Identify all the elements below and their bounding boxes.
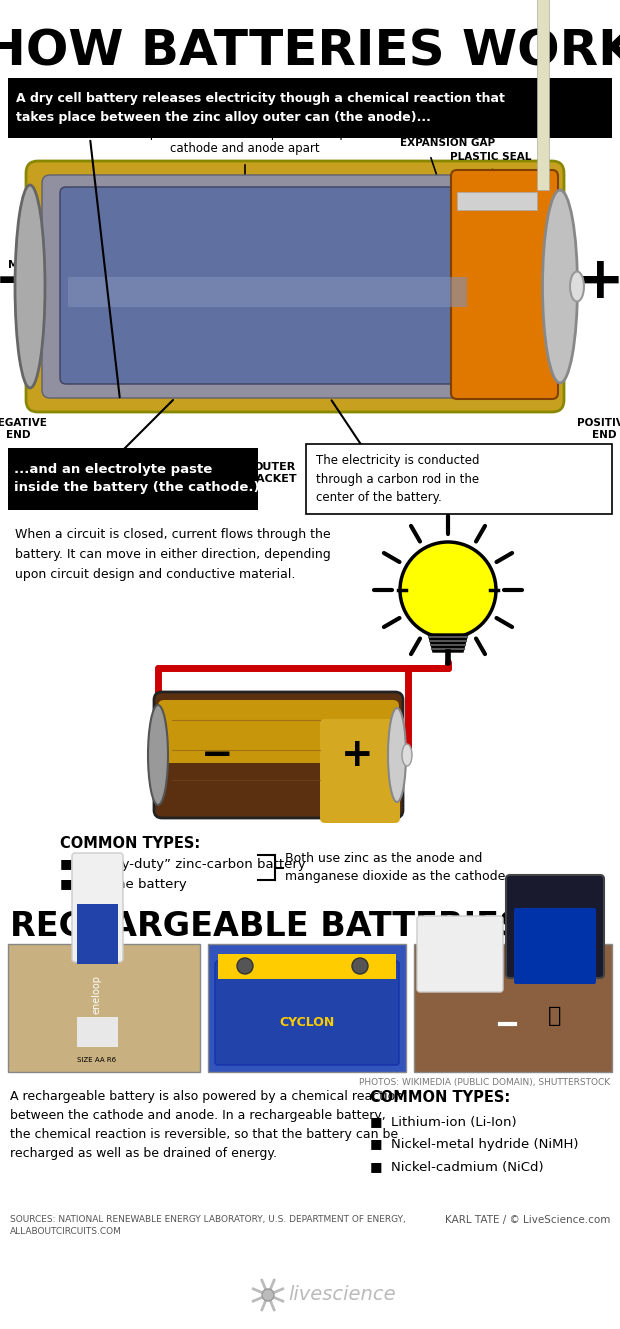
Text: ■  “Heavy-duty” zinc-carbon battery: ■ “Heavy-duty” zinc-carbon battery bbox=[60, 859, 306, 870]
FancyBboxPatch shape bbox=[26, 161, 564, 412]
Text: METAL CAP: METAL CAP bbox=[510, 241, 576, 250]
Text: COMMON TYPES:: COMMON TYPES: bbox=[60, 836, 200, 851]
Text: 🔋: 🔋 bbox=[548, 1006, 562, 1026]
Text: PHOTOS: WIKIMEDIA (PUBLIC DOMAIN), SHUTTERSTOCK: PHOTOS: WIKIMEDIA (PUBLIC DOMAIN), SHUTT… bbox=[359, 1078, 610, 1087]
Text: RECHARGEABLE BATTERIES: RECHARGEABLE BATTERIES bbox=[10, 910, 523, 944]
FancyBboxPatch shape bbox=[215, 961, 399, 1065]
Text: EXPANSION GAP: EXPANSION GAP bbox=[400, 138, 495, 148]
Text: −: − bbox=[201, 736, 233, 773]
FancyBboxPatch shape bbox=[451, 170, 558, 399]
FancyBboxPatch shape bbox=[218, 954, 396, 979]
Text: CYCLON: CYCLON bbox=[280, 1015, 335, 1029]
FancyBboxPatch shape bbox=[8, 448, 258, 510]
Text: HOW BATTERIES WORK: HOW BATTERIES WORK bbox=[0, 28, 620, 76]
FancyBboxPatch shape bbox=[68, 276, 467, 307]
Text: +: + bbox=[575, 253, 620, 310]
Text: SIZE AA R6: SIZE AA R6 bbox=[78, 1057, 117, 1063]
FancyBboxPatch shape bbox=[208, 944, 406, 1073]
Text: NEGATIVE
END: NEGATIVE END bbox=[0, 419, 47, 440]
Polygon shape bbox=[428, 634, 468, 653]
FancyBboxPatch shape bbox=[8, 78, 612, 138]
Text: COMMON TYPES:: COMMON TYPES: bbox=[370, 1090, 510, 1104]
Ellipse shape bbox=[570, 271, 584, 302]
FancyBboxPatch shape bbox=[306, 444, 612, 514]
Ellipse shape bbox=[388, 708, 406, 801]
FancyBboxPatch shape bbox=[506, 874, 604, 978]
FancyBboxPatch shape bbox=[77, 1017, 118, 1047]
FancyBboxPatch shape bbox=[60, 187, 476, 384]
FancyBboxPatch shape bbox=[42, 175, 548, 397]
Ellipse shape bbox=[542, 190, 577, 383]
FancyBboxPatch shape bbox=[158, 700, 399, 763]
Text: ...and an electrolyte paste
inside the battery (the cathode.): ...and an electrolyte paste inside the b… bbox=[14, 464, 260, 494]
Text: ■  Lithium-ion (Li-Ion): ■ Lithium-ion (Li-Ion) bbox=[370, 1115, 516, 1128]
Circle shape bbox=[262, 1289, 274, 1301]
FancyBboxPatch shape bbox=[514, 908, 596, 983]
Text: KARL TATE / © LiveScience.com: KARL TATE / © LiveScience.com bbox=[445, 1215, 610, 1225]
Text: Both use zinc as the anode and
manganese dioxide as the cathode.: Both use zinc as the anode and manganese… bbox=[285, 852, 510, 882]
Text: When a circuit is closed, current flows through the
battery. It can move in eith: When a circuit is closed, current flows … bbox=[15, 528, 330, 581]
Text: POSITIVE
END: POSITIVE END bbox=[577, 419, 620, 440]
Text: PLASTIC SEAL: PLASTIC SEAL bbox=[450, 152, 531, 162]
Text: The electricity is conducted
through a carbon rod in the
center of the battery.: The electricity is conducted through a c… bbox=[316, 455, 479, 504]
FancyBboxPatch shape bbox=[77, 904, 118, 964]
FancyBboxPatch shape bbox=[8, 944, 200, 1073]
Text: ■  Nickel-cadmium (NiCd): ■ Nickel-cadmium (NiCd) bbox=[370, 1160, 544, 1174]
Text: ■  Alkaline battery: ■ Alkaline battery bbox=[60, 878, 187, 890]
Text: A porous cardboard separator keeps
cathode and anode apart: A porous cardboard separator keeps catho… bbox=[138, 128, 353, 155]
Ellipse shape bbox=[148, 704, 168, 805]
Text: eneloop: eneloop bbox=[92, 974, 102, 1014]
Text: OUTER
JACKET: OUTER JACKET bbox=[253, 462, 298, 484]
Circle shape bbox=[400, 542, 496, 638]
FancyBboxPatch shape bbox=[457, 191, 537, 210]
FancyBboxPatch shape bbox=[537, 0, 549, 190]
Circle shape bbox=[237, 958, 253, 974]
FancyBboxPatch shape bbox=[72, 853, 123, 962]
FancyBboxPatch shape bbox=[154, 692, 403, 819]
Ellipse shape bbox=[15, 185, 45, 388]
Text: −: − bbox=[0, 253, 42, 310]
Circle shape bbox=[352, 958, 368, 974]
Text: ■  Nickel-metal hydride (NiMH): ■ Nickel-metal hydride (NiMH) bbox=[370, 1138, 578, 1151]
Text: +: + bbox=[340, 736, 373, 773]
FancyBboxPatch shape bbox=[414, 944, 612, 1073]
FancyBboxPatch shape bbox=[417, 916, 503, 991]
Text: A rechargeable battery is also powered by a chemical reaction
between the cathod: A rechargeable battery is also powered b… bbox=[10, 1090, 403, 1160]
Ellipse shape bbox=[402, 744, 412, 766]
FancyBboxPatch shape bbox=[320, 719, 400, 823]
Text: METAL CAP: METAL CAP bbox=[8, 260, 74, 270]
Text: livescience: livescience bbox=[288, 1285, 396, 1305]
Text: SOURCES: NATIONAL RENEWABLE ENERGY LABORATORY, U.S. DEPARTMENT OF ENERGY,
ALLABO: SOURCES: NATIONAL RENEWABLE ENERGY LABOR… bbox=[10, 1215, 405, 1236]
Text: A dry cell battery releases electricity though a chemical reaction that
takes pl: A dry cell battery releases electricity … bbox=[16, 92, 505, 124]
